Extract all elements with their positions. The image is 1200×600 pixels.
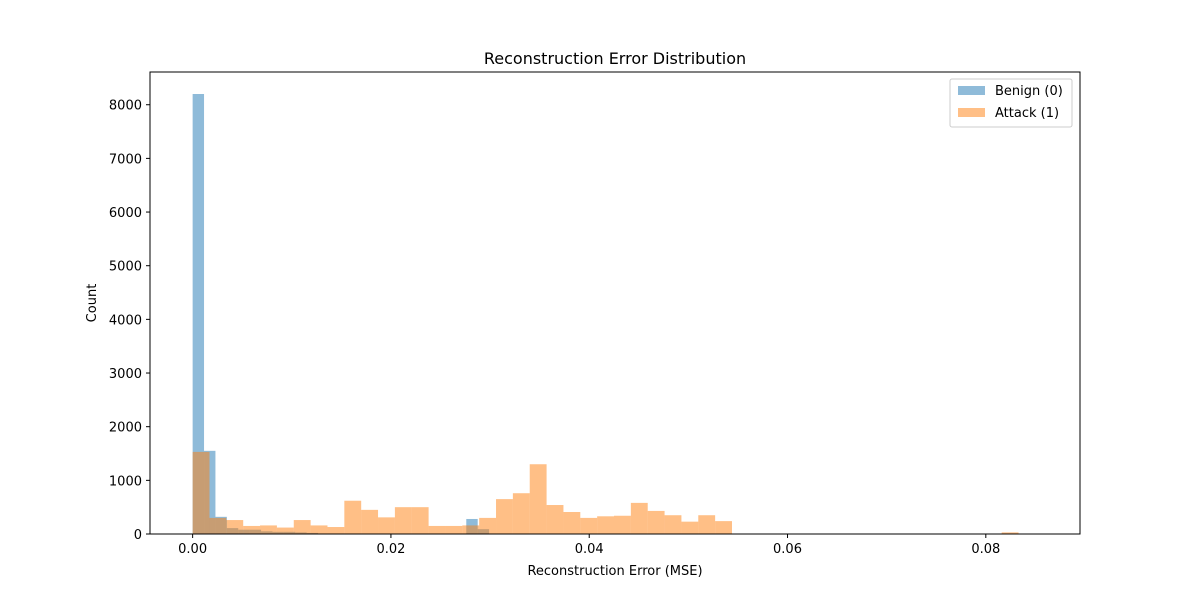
histogram-bar <box>1001 532 1019 534</box>
histogram-bar <box>681 521 699 534</box>
y-tick-label: 8000 <box>109 99 142 114</box>
y-tick-label: 5000 <box>109 260 142 275</box>
histogram-bar <box>243 525 261 534</box>
chart-title: Reconstruction Error Distribution <box>484 49 746 68</box>
y-tick-label: 3000 <box>109 367 142 382</box>
y-tick-label: 7000 <box>109 152 142 167</box>
histogram-bar <box>512 493 530 534</box>
histogram-bar <box>192 94 205 534</box>
legend-label-attack: Attack (1) <box>995 106 1059 121</box>
y-tick-label: 0 <box>134 528 142 543</box>
legend-swatch-attack <box>958 108 985 117</box>
x-tick-label: 0.02 <box>376 542 405 557</box>
histogram-bar <box>428 525 446 534</box>
histogram-bar <box>411 507 429 534</box>
legend: Benign (0) Attack (1) <box>949 78 1073 128</box>
histogram-bar <box>327 527 345 534</box>
y-axis: 0 1000 2000 3000 4000 5000 6000 7000 8000 <box>109 99 150 543</box>
histogram-bar <box>310 525 328 534</box>
legend-swatch-benign <box>958 86 985 95</box>
y-axis-label: Count <box>85 284 100 323</box>
y-tick-label: 6000 <box>109 206 142 221</box>
plot-area <box>192 94 1019 534</box>
histogram-bar <box>580 517 598 534</box>
histogram-bar <box>192 451 210 534</box>
histogram-bar <box>698 515 716 534</box>
histogram-bar <box>496 499 513 534</box>
histogram-bar <box>462 525 480 534</box>
histogram-bar <box>647 510 665 534</box>
histogram-bar <box>614 515 631 534</box>
histogram-bar <box>563 512 581 534</box>
x-axis-label: Reconstruction Error (MSE) <box>527 564 702 579</box>
histogram-bar <box>597 516 615 534</box>
series-0 <box>192 94 490 534</box>
plot-frame <box>149 71 1081 535</box>
y-tick-label: 1000 <box>109 474 142 489</box>
histogram-bar <box>664 515 682 534</box>
x-tick-label: 0.08 <box>971 542 1000 557</box>
histogram-bar <box>293 520 311 534</box>
x-tick-label: 0.00 <box>178 542 207 557</box>
x-tick-label: 0.06 <box>773 542 802 557</box>
y-tick-label: 2000 <box>109 421 142 436</box>
series-1 <box>192 451 1019 534</box>
legend-label-benign: Benign (0) <box>995 84 1063 99</box>
y-tick-label: 4000 <box>109 313 142 328</box>
histogram-bar <box>204 450 216 534</box>
histogram-bar <box>276 527 294 534</box>
histogram-bar <box>715 521 732 534</box>
histogram-bar <box>546 505 564 534</box>
histogram-bar <box>344 500 362 534</box>
histogram-bar <box>394 507 412 534</box>
x-axis: 0.00 0.02 0.04 0.06 0.08 <box>178 534 1000 557</box>
histogram-bar <box>260 525 277 534</box>
histogram-bar <box>630 502 648 534</box>
histogram-bar <box>378 517 395 534</box>
histogram-bar <box>445 525 463 534</box>
histogram-bar <box>479 517 497 534</box>
histogram-bar <box>226 520 244 534</box>
x-tick-label: 0.04 <box>575 542 604 557</box>
histogram-bar <box>209 517 227 534</box>
histogram-bar <box>361 509 379 534</box>
histogram-bar <box>529 464 547 534</box>
